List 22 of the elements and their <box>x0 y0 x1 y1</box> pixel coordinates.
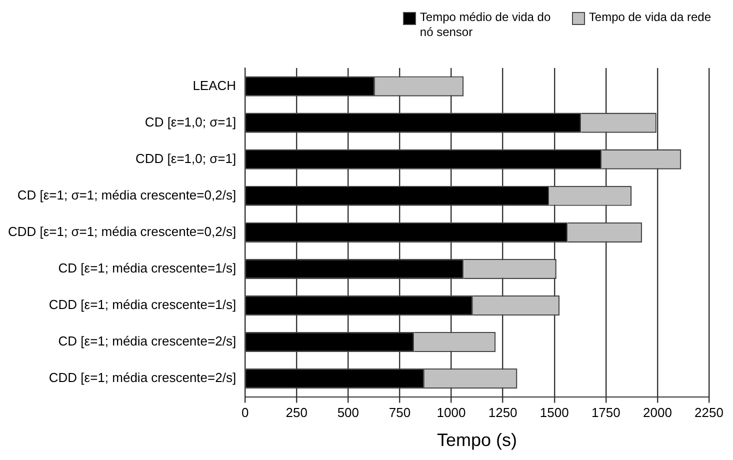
y-tick-label: CDD [ε=1; média crescente=1/s] <box>48 297 236 312</box>
x-tick-label: 1250 <box>488 405 518 420</box>
legend-label: Tempo médio de vida do nó sensor <box>420 10 552 40</box>
x-tick-label: 2250 <box>694 405 724 420</box>
y-tick-label: CD [ε=1; σ=1; média crescente=0,2/s] <box>17 187 236 202</box>
x-tick-label: 1750 <box>591 405 620 420</box>
x-tick-label: 750 <box>388 405 411 420</box>
x-tick-label: 2000 <box>642 405 672 420</box>
x-axis-title: Tempo (s) <box>437 430 518 450</box>
y-tick-label: LEACH <box>192 78 236 93</box>
x-tick-label: 0 <box>241 405 249 420</box>
y-tick-label: CDD [ε=1,0; σ=1] <box>136 150 236 166</box>
y-tick-label: CD [ε=1,0; σ=1] <box>144 114 236 130</box>
legend-label: Tempo de vida da rede <box>588 10 711 25</box>
y-tick-label: CD [ε=1; média crescente=1/s] <box>58 260 236 276</box>
x-tick-label: 1000 <box>436 405 466 420</box>
y-tick-label: CD [ε=1; média crescente=2/s] <box>58 334 236 349</box>
y-tick-label: CDD [ε=1; média crescente=2/s] <box>48 370 236 386</box>
y-tick-label: CDD [ε=1; σ=1; média crescente=0,2/s] <box>8 224 236 239</box>
x-tick-label: 250 <box>286 405 308 420</box>
x-tick-label: 1500 <box>540 405 569 420</box>
x-tick-label: 500 <box>337 405 360 420</box>
